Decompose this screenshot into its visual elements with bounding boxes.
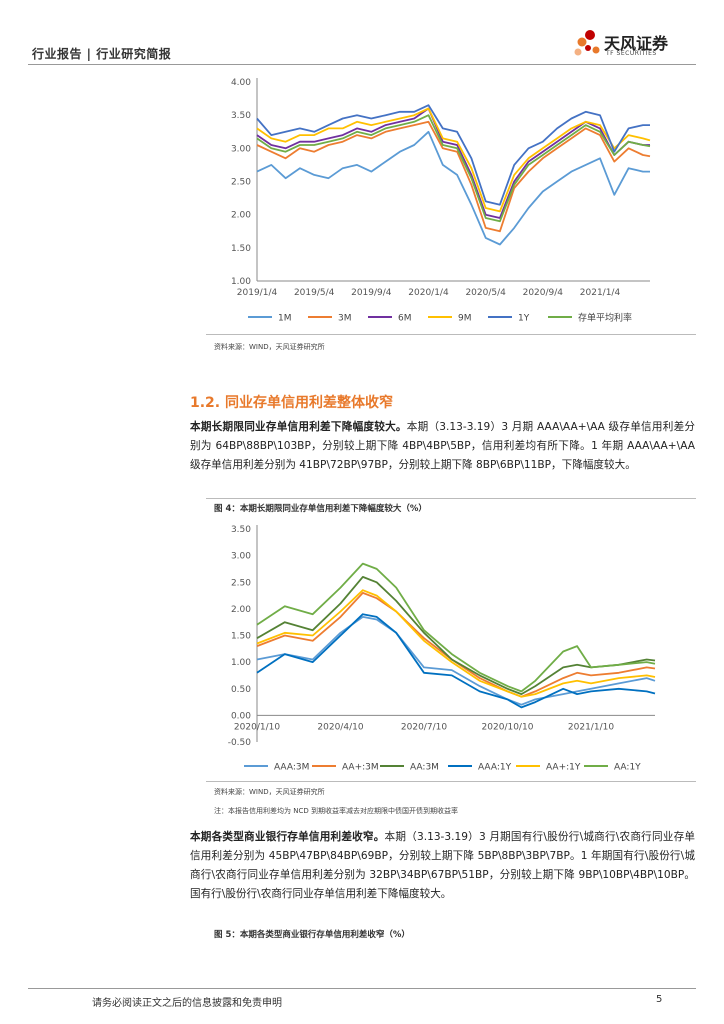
legend-label: AAA:1Y bbox=[478, 763, 512, 773]
fig4-caption: 图 4：本期长期限同业存单信用利差下降幅度较大（%） bbox=[214, 504, 427, 514]
y-tick-label: 0.00 bbox=[231, 711, 251, 721]
y-tick-label: 3.50 bbox=[231, 525, 251, 535]
paragraph-1-body: 本期（3.13-3.19）3 月期 AAA\AA+\AA 级存单信用利差分别为 … bbox=[190, 421, 695, 471]
x-tick-label: 2020/7/10 bbox=[401, 722, 447, 732]
legend-label: 3M bbox=[338, 314, 352, 324]
x-tick-label: 2019/1/4 bbox=[237, 288, 278, 298]
x-tick-label: 2021/1/10 bbox=[568, 722, 614, 732]
y-tick-label: 2.50 bbox=[231, 178, 251, 188]
x-tick-label: 2021/1/4 bbox=[580, 288, 621, 298]
header-divider bbox=[28, 64, 696, 65]
x-tick-label: 2020/1/10 bbox=[234, 722, 280, 732]
fig4-top-divider bbox=[206, 498, 696, 499]
page-number: 5 bbox=[656, 994, 663, 1005]
series-line-1 bbox=[256, 616, 656, 706]
x-tick-label: 2020/4/10 bbox=[317, 722, 363, 732]
series-line-3 bbox=[256, 576, 656, 696]
series-line-2 bbox=[256, 120, 651, 233]
legend-label: AA:3M bbox=[410, 763, 439, 773]
x-tick-label: 2019/9/4 bbox=[351, 288, 392, 298]
brand-name: 天风证券 bbox=[604, 34, 669, 53]
series-line-6 bbox=[256, 114, 651, 223]
y-tick-label: 2.00 bbox=[231, 605, 251, 615]
flower-icon bbox=[574, 30, 600, 56]
y-tick-label: 3.50 bbox=[231, 111, 251, 121]
x-tick-label: 2019/5/4 bbox=[294, 288, 335, 298]
chart-credit-spread: 3.50 3.00 2.50 2.00 1.50 1.00 0.50 0.00 -0.50 202… bbox=[228, 525, 656, 773]
paragraph-2-lead: 本期各类型商业银行存单信用利差收窄。 bbox=[190, 831, 385, 843]
paragraph-2-body: 本期（3.13-3.19）3 月期国有行\股份行\城商行\农商行同业存单信用利差… bbox=[190, 831, 695, 900]
paragraph-2: 本期各类型商业银行存单信用利差收窄。本期（3.13-3.19）3 月期国有行\股… bbox=[190, 828, 695, 904]
y-tick-label: -0.50 bbox=[228, 738, 252, 748]
y-tick-label: 2.00 bbox=[231, 211, 251, 221]
y-tick-label: 1.00 bbox=[231, 277, 251, 287]
x-tick-label: 2020/9/4 bbox=[523, 288, 564, 298]
fig3-divider bbox=[206, 334, 696, 335]
fig4-note: 注：本报告信用利差均为 NCD 到期收益率减去对应期限中债国开债到期收益率 bbox=[214, 807, 458, 815]
series-line-5 bbox=[256, 589, 656, 698]
legend-label: 1Y bbox=[518, 314, 530, 324]
fig5-caption: 图 5：本期各类型商业银行存单信用利差收窄（%） bbox=[214, 930, 410, 940]
series-line-4 bbox=[256, 107, 651, 213]
x-tick-label: 2020/5/4 bbox=[465, 288, 506, 298]
y-tick-label: 3.00 bbox=[231, 144, 251, 154]
legend-label: AA:1Y bbox=[614, 763, 641, 773]
legend-label: 6M bbox=[398, 314, 412, 324]
legend-label: 存单平均利率 bbox=[578, 312, 632, 324]
footer-divider bbox=[28, 988, 696, 989]
section-title: 1.2. 同业存单信用利差整体收窄 bbox=[190, 395, 393, 411]
series-line-4 bbox=[256, 613, 656, 709]
y-tick-label: 2.50 bbox=[231, 578, 251, 588]
footer-disclaimer: 请务必阅读正文之后的信息披露和免责申明 bbox=[92, 998, 282, 1009]
y-tick-label: 1.50 bbox=[231, 632, 251, 642]
y-tick-label: 0.50 bbox=[231, 685, 251, 695]
paragraph-1: 本期长期限同业存单信用利差下降幅度较大。本期（3.13-3.19）3 月期 AA… bbox=[190, 418, 695, 475]
legend-label: AA+:3M bbox=[342, 763, 379, 773]
fig4-bottom-divider bbox=[206, 781, 696, 782]
series-line-2 bbox=[256, 592, 656, 698]
y-tick-label: 4.00 bbox=[231, 78, 251, 88]
legend-label: 9M bbox=[458, 314, 472, 324]
y-tick-label: 3.00 bbox=[231, 552, 251, 562]
legend-label: AAA:3M bbox=[274, 763, 309, 773]
legend-label: 1M bbox=[278, 314, 292, 324]
fig3-source: 资料来源：WIND，天风证券研究所 bbox=[214, 343, 325, 351]
y-tick-label: 1.50 bbox=[231, 244, 251, 254]
brand-sub: TF SECURITIES bbox=[606, 50, 657, 57]
header-title: 行业报告 | 行业研究简报 bbox=[32, 47, 172, 61]
series-line-5 bbox=[256, 104, 650, 206]
series-line-6 bbox=[256, 562, 656, 693]
brand-logo bbox=[574, 30, 600, 56]
y-tick-label: 1.00 bbox=[231, 658, 251, 668]
x-tick-label: 2020/10/10 bbox=[482, 722, 534, 732]
series-line-1 bbox=[256, 130, 650, 246]
series-line-3 bbox=[256, 107, 650, 219]
x-tick-label: 2020/1/4 bbox=[408, 288, 449, 298]
legend-label: AA+:1Y bbox=[546, 763, 581, 773]
paragraph-1-lead: 本期长期限同业存单信用利差下降幅度较大。 bbox=[190, 421, 407, 433]
fig4-source: 资料来源：WIND，天风证券研究所 bbox=[214, 788, 325, 796]
